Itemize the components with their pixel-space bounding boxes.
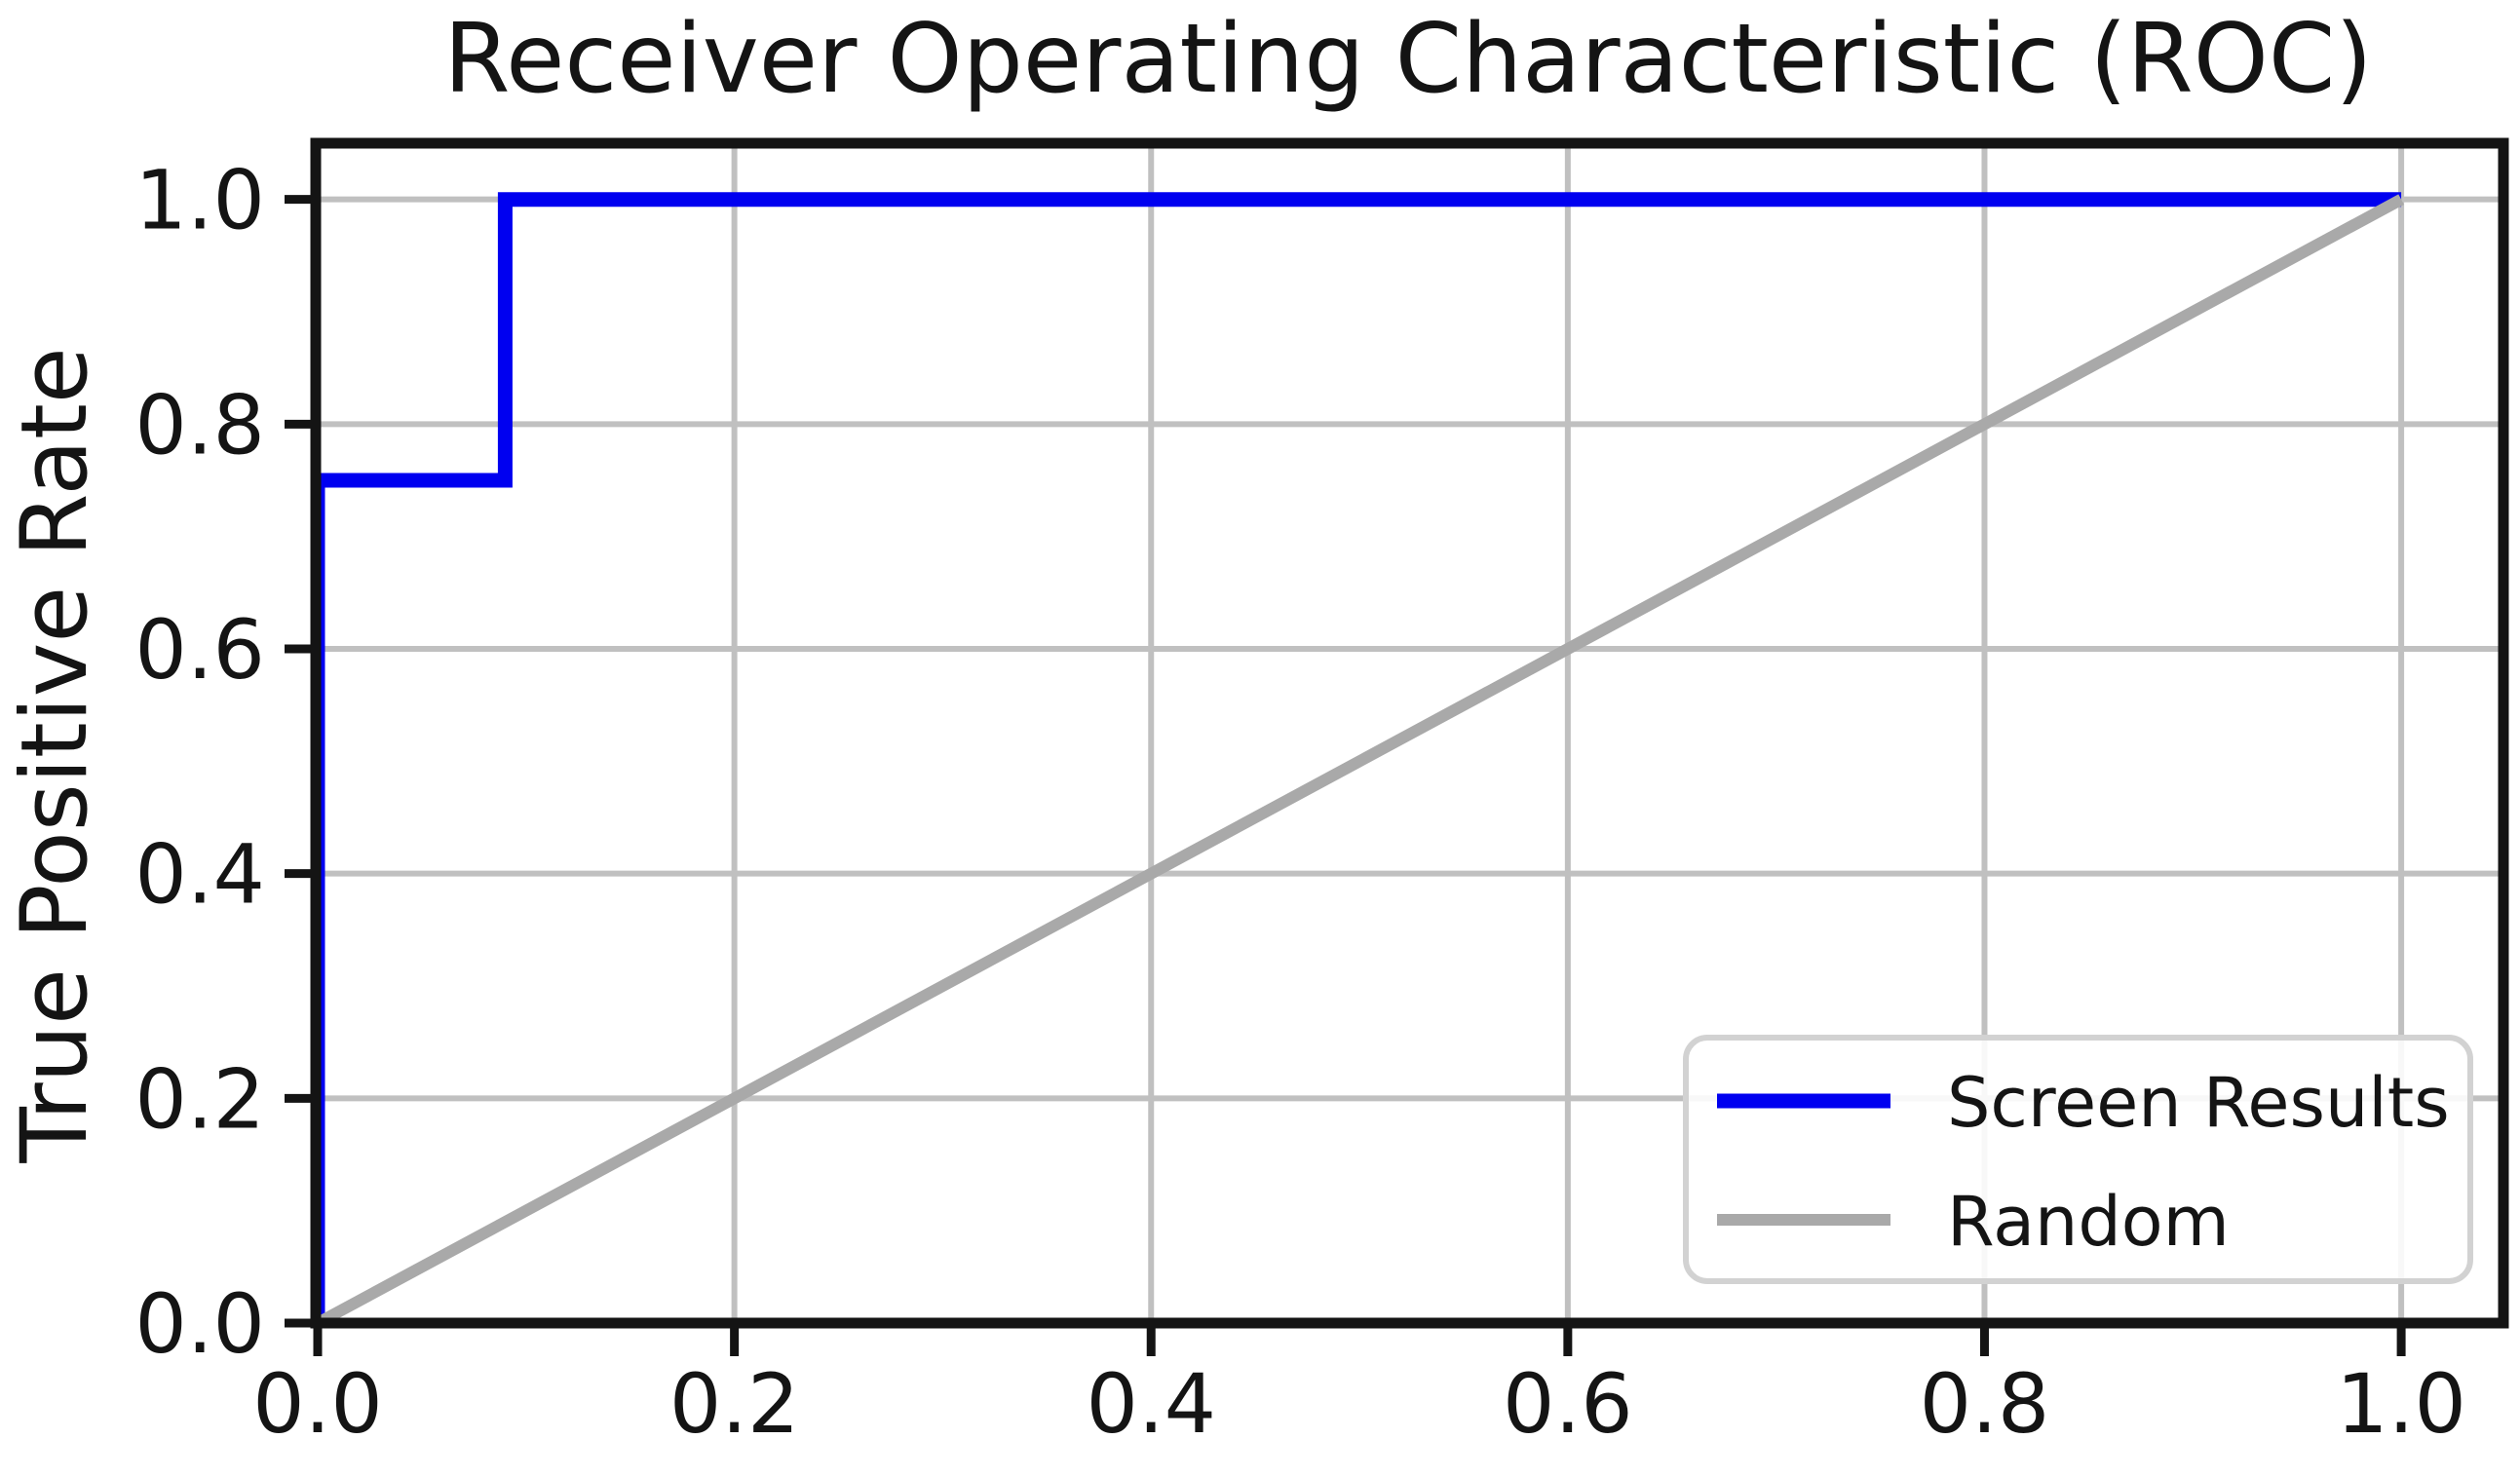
y-tick-label: 0.8 xyxy=(134,377,265,473)
x-tick-label: 0.0 xyxy=(252,1356,383,1452)
x-axis-ticks xyxy=(313,1323,2406,1356)
legend-label-screen-results: Screen Results xyxy=(1947,1063,2450,1143)
y-tick-label: 0.4 xyxy=(134,827,265,923)
chart-title: Receiver Operating Characteristic (ROC) xyxy=(443,4,2372,115)
y-tick-label: 0.0 xyxy=(134,1276,265,1372)
y-tick-label: 1.0 xyxy=(134,153,265,248)
plot-border xyxy=(310,137,2509,1329)
x-tick-labels: 0.0 0.2 0.4 0.6 0.8 1.0 xyxy=(252,1356,2466,1452)
series-line-1 xyxy=(315,194,2404,1329)
y-axis-label: True Positive Rate xyxy=(2,347,108,1163)
x-tick-label: 0.8 xyxy=(1920,1356,2050,1452)
legend: Screen Results Random xyxy=(1683,1035,2473,1284)
x-tick-label: 0.6 xyxy=(1503,1356,1633,1452)
x-tick-label: 1.0 xyxy=(2336,1356,2466,1452)
y-tick-label: 0.2 xyxy=(134,1051,265,1147)
y-tick-labels: 0.0 0.2 0.4 0.6 0.8 1.0 xyxy=(134,153,265,1372)
x-tick-label: 0.2 xyxy=(669,1356,800,1452)
y-tick-label: 0.6 xyxy=(134,602,265,698)
x-tick-label: 0.4 xyxy=(1086,1356,1216,1452)
legend-label-random: Random xyxy=(1947,1182,2230,1262)
y-axis-ticks xyxy=(285,195,318,1328)
